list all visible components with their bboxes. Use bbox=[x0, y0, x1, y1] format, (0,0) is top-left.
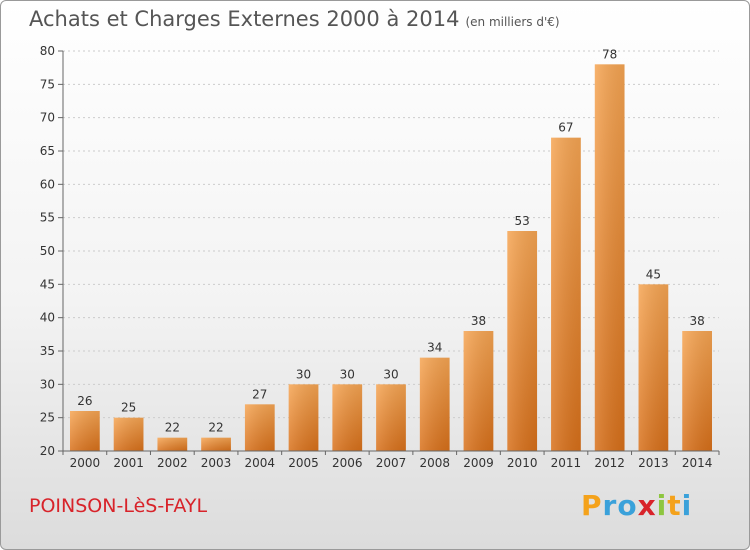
bar-shade bbox=[551, 137, 581, 451]
bar-shade bbox=[638, 284, 669, 451]
bar-value-label: 67 bbox=[558, 121, 573, 135]
x-tick-label: 2011 bbox=[551, 456, 582, 470]
y-tick-label: 40 bbox=[40, 311, 55, 325]
bar-shade bbox=[113, 417, 144, 451]
bar-value-label: 25 bbox=[121, 401, 136, 415]
bar-value-label: 26 bbox=[77, 394, 92, 408]
chart-title-text: Achats et Charges Externes 2000 à 2014 bbox=[29, 7, 460, 31]
logo-letter: r bbox=[602, 489, 618, 522]
y-tick-label: 45 bbox=[40, 277, 55, 291]
bar-shade bbox=[419, 357, 450, 451]
logo-letter: x bbox=[637, 489, 657, 522]
logo-letter: P bbox=[581, 489, 603, 522]
logo-letter: o bbox=[617, 489, 638, 522]
bar-shade bbox=[682, 331, 713, 451]
bar-value-label: 38 bbox=[471, 314, 486, 328]
axes: 20 25 30 35 40 45 50 55 60 65 70 75 80 2000 2001 2002 20… bbox=[40, 44, 720, 470]
x-tick-label: 2008 bbox=[419, 456, 450, 470]
x-tick-label: 2007 bbox=[376, 456, 407, 470]
bar-value-label: 30 bbox=[296, 367, 311, 381]
x-tick-label: 2009 bbox=[463, 456, 494, 470]
bar-shade bbox=[594, 64, 625, 452]
bar-shade bbox=[507, 231, 538, 451]
bar-shade bbox=[288, 384, 319, 451]
bar-shade bbox=[244, 404, 275, 451]
bars bbox=[69, 64, 713, 452]
bar-shade bbox=[376, 384, 406, 451]
bar-shade bbox=[157, 437, 188, 451]
chart-subtitle: (en milliers d'€) bbox=[465, 15, 560, 29]
y-tick-label: 50 bbox=[40, 244, 55, 258]
x-tick-label: 2012 bbox=[594, 456, 625, 470]
x-tick-label: 2001 bbox=[113, 456, 144, 470]
y-tick-label: 80 bbox=[40, 44, 55, 58]
y-tick-label: 55 bbox=[40, 211, 55, 225]
chart-title: Achats et Charges Externes 2000 à 2014 (e… bbox=[29, 7, 560, 31]
y-tick-label: 60 bbox=[40, 177, 55, 191]
y-tick-label: 30 bbox=[40, 377, 55, 391]
bar-shade bbox=[463, 331, 494, 451]
commune-name: POINSON-LèS-FAYL bbox=[29, 495, 208, 517]
y-tick-label: 35 bbox=[40, 344, 55, 358]
y-tick-label: 65 bbox=[40, 144, 55, 158]
bar-value-label: 27 bbox=[252, 387, 267, 401]
y-tick-label: 25 bbox=[40, 411, 55, 425]
bar-value-label: 45 bbox=[646, 267, 661, 281]
bar-value-label: 22 bbox=[165, 421, 180, 435]
x-tick-label: 2002 bbox=[157, 456, 188, 470]
proxiti-logo: Proxiti bbox=[581, 489, 692, 522]
x-tick-label: 2013 bbox=[638, 456, 669, 470]
logo-letter: t bbox=[667, 489, 682, 522]
y-tick-label: 75 bbox=[40, 77, 55, 91]
bar-shade bbox=[332, 384, 363, 451]
x-tick-label: 2010 bbox=[507, 456, 538, 470]
bar-value-label: 38 bbox=[689, 314, 704, 328]
bar-shade bbox=[69, 411, 100, 451]
logo-letter: i bbox=[681, 489, 693, 522]
labels: 26 25 22 22 27 30 30 30 34 38 53 67 78 45 38 bbox=[77, 47, 705, 434]
x-tick-label: 2014 bbox=[682, 456, 713, 470]
bar-shade bbox=[201, 437, 231, 451]
logo-letter: i bbox=[656, 489, 668, 522]
bar-value-label: 78 bbox=[602, 47, 617, 61]
x-tick-label: 2005 bbox=[288, 456, 319, 470]
bar-value-label: 30 bbox=[340, 367, 355, 381]
x-tick-label: 2004 bbox=[245, 456, 276, 470]
y-tick-label: 20 bbox=[40, 444, 55, 458]
x-tick-label: 2000 bbox=[70, 456, 101, 470]
x-tick-label: 2006 bbox=[332, 456, 363, 470]
bar-value-label: 30 bbox=[383, 367, 398, 381]
bar-value-label: 34 bbox=[427, 341, 442, 355]
bar-value-label: 22 bbox=[208, 421, 223, 435]
x-tick-label: 2003 bbox=[201, 456, 232, 470]
y-tick-label: 70 bbox=[40, 111, 55, 125]
bar-value-label: 53 bbox=[515, 214, 530, 228]
